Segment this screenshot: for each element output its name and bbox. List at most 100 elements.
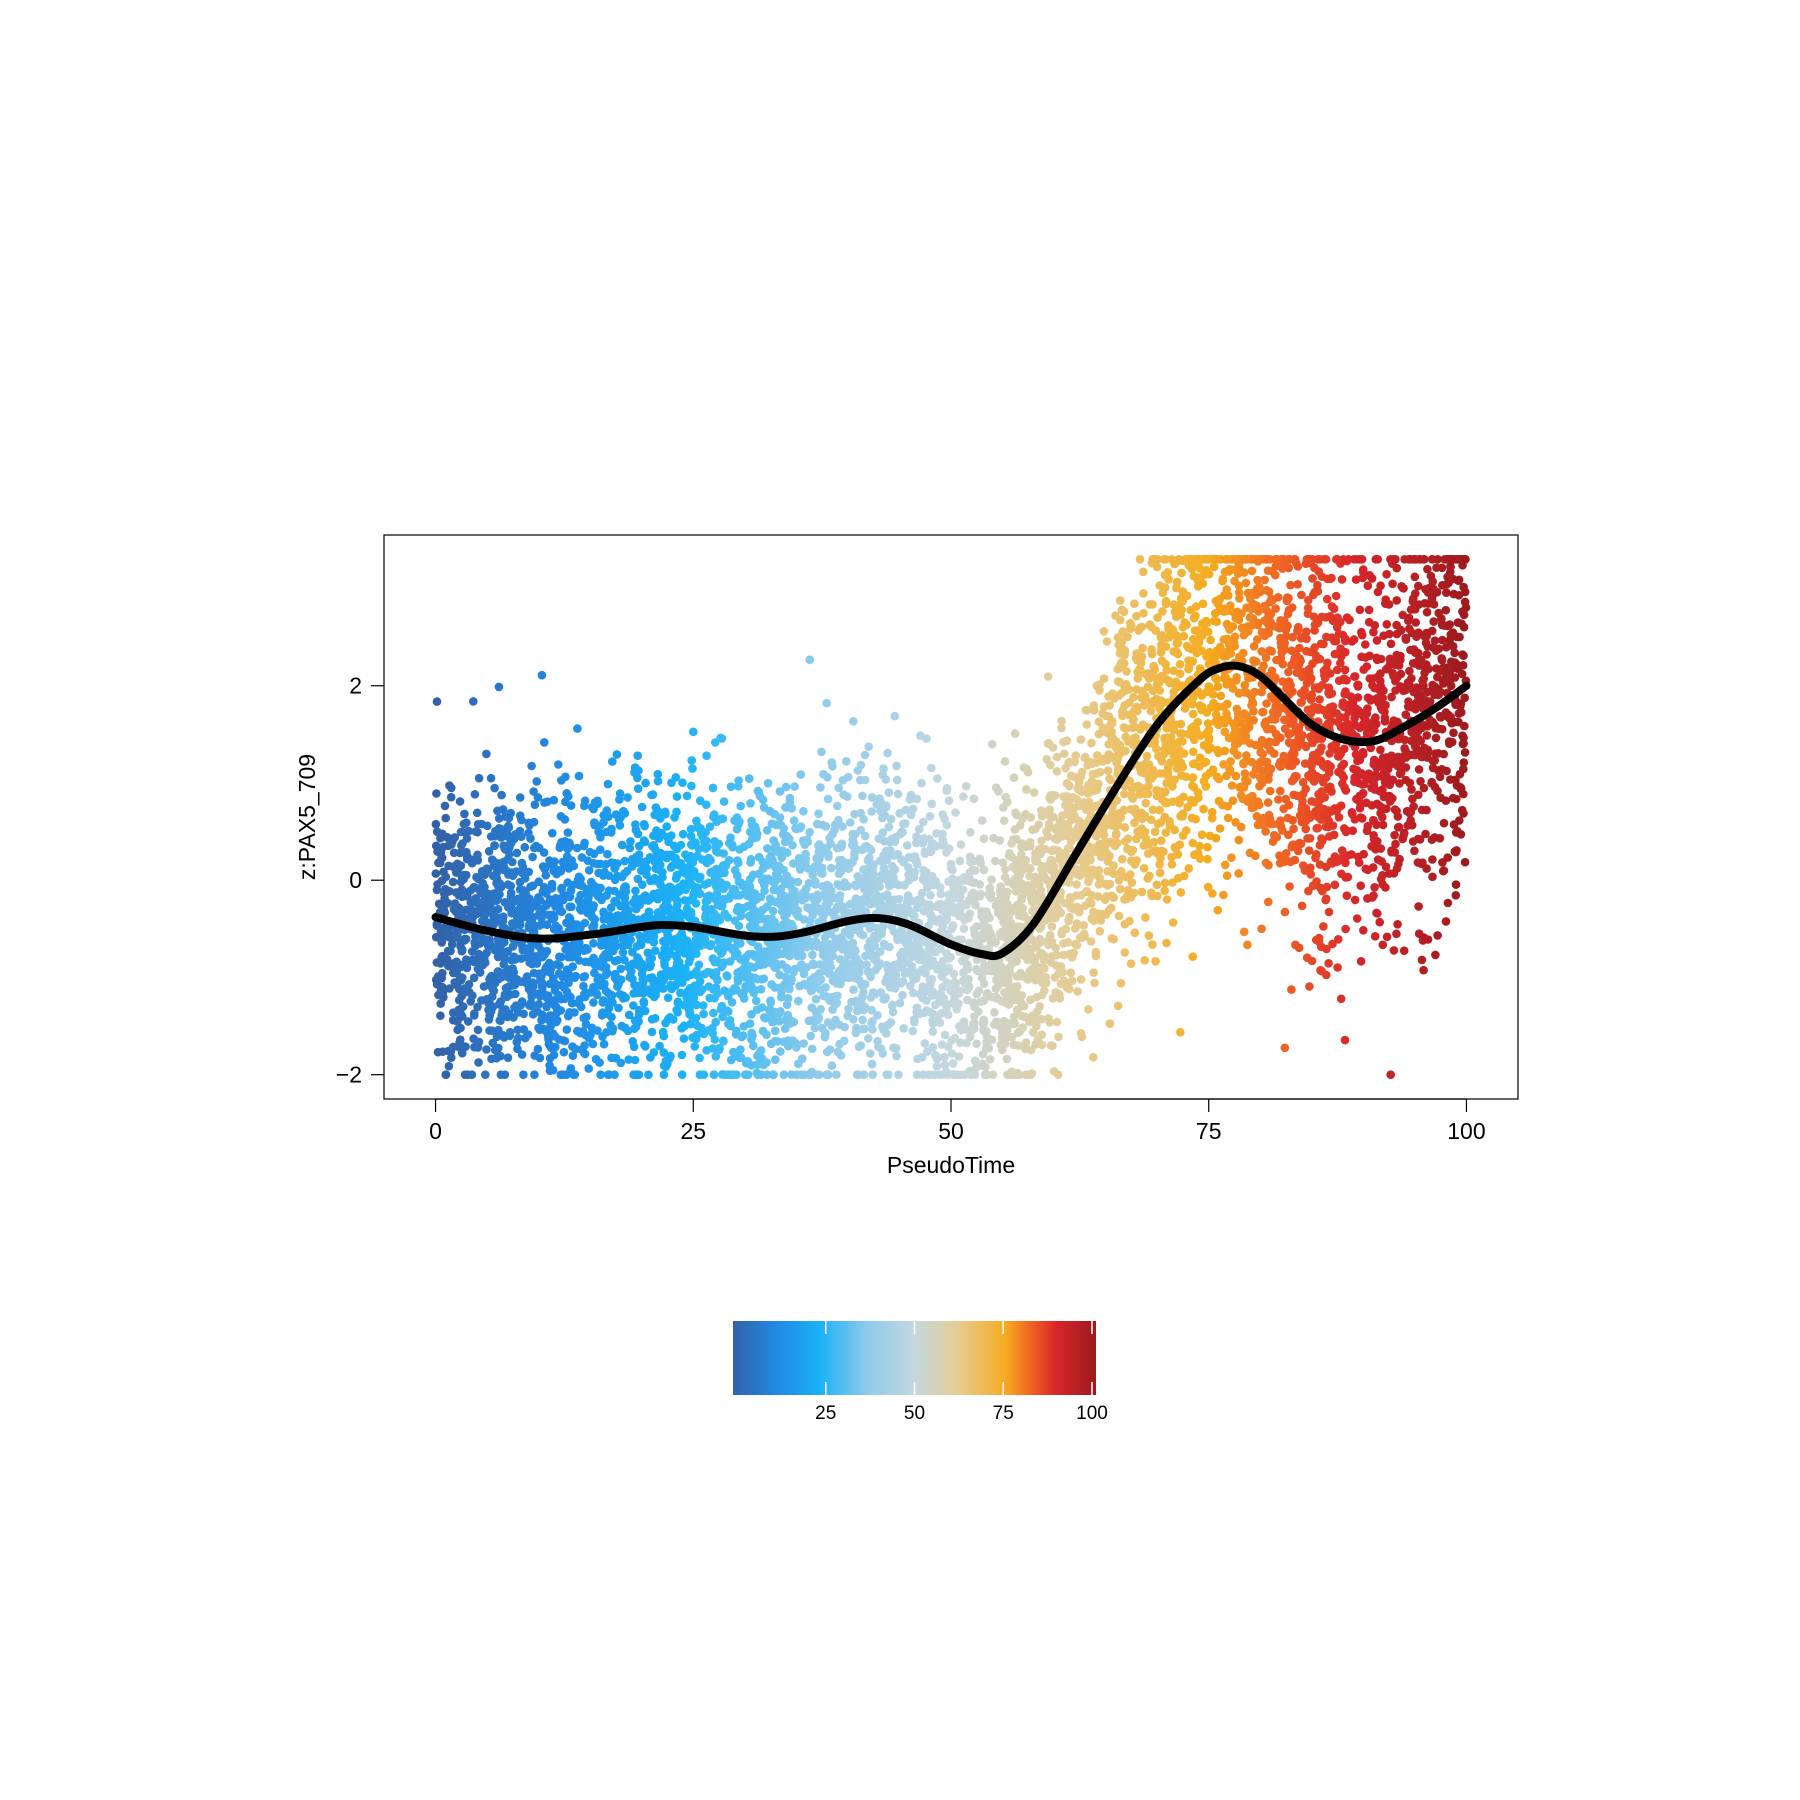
- scatter-point: [497, 790, 506, 800]
- scatter-point: [695, 796, 705, 805]
- scatter-point: [1285, 882, 1294, 891]
- scatter-point: [777, 907, 787, 916]
- scatter-point: [1352, 914, 1362, 923]
- scatter-point: [920, 1039, 930, 1048]
- scatter-point: [998, 858, 1008, 867]
- scatter-point: [971, 900, 980, 910]
- scatter-point: [1378, 813, 1387, 822]
- scatter-point: [1427, 594, 1437, 603]
- scatter-point: [1174, 873, 1183, 883]
- scatter-point: [554, 990, 563, 1000]
- scatter-point: [746, 799, 755, 808]
- scatter-point: [1334, 813, 1344, 822]
- scatter-point: [991, 856, 1000, 866]
- scatter-point: [735, 845, 744, 854]
- scatter-point: [719, 797, 729, 806]
- scatter-point: [902, 841, 912, 850]
- scatter-point: [515, 811, 525, 820]
- scatter-point: [571, 971, 580, 981]
- scatter-point: [1441, 796, 1451, 805]
- scatter-point: [1153, 891, 1162, 901]
- scatter-point: [959, 924, 969, 933]
- scatter-point: [1195, 841, 1204, 851]
- scatter-point: [969, 794, 979, 803]
- scatter-point: [1445, 739, 1454, 748]
- scatter-point: [1076, 975, 1086, 984]
- scatter-point: [1370, 883, 1379, 892]
- scatter-point: [776, 1047, 785, 1056]
- scatter-point: [441, 813, 451, 823]
- scatter-point: [1414, 628, 1423, 637]
- scatter-point: [987, 875, 996, 884]
- scatter-point: [892, 1051, 901, 1061]
- scatter-point: [1327, 787, 1336, 796]
- scatter-point: [1340, 689, 1349, 699]
- scatter-point: [1449, 728, 1458, 738]
- scatter-point: [1220, 746, 1230, 756]
- scatter-point: [827, 1061, 837, 1070]
- scatter-point: [776, 891, 786, 901]
- scatter-point: [1116, 748, 1126, 757]
- scatter-point: [1162, 666, 1171, 675]
- scatter-point: [1105, 1019, 1115, 1028]
- scatter-point: [1225, 767, 1235, 776]
- scatter-point: [1386, 1070, 1395, 1079]
- scatter-point: [633, 784, 643, 793]
- scatter-point: [486, 773, 496, 783]
- scatter-point: [878, 892, 888, 901]
- scatter-point: [633, 751, 642, 760]
- scatter-point: [1371, 770, 1380, 779]
- scatter-point: [1203, 882, 1213, 892]
- scatter-point: [912, 832, 921, 841]
- scatter-point: [589, 939, 598, 948]
- scatter-point: [1438, 858, 1447, 867]
- scatter-point: [687, 781, 696, 791]
- scatter-point: [623, 907, 633, 917]
- scatter-point: [633, 773, 642, 783]
- scatter-point: [561, 797, 570, 807]
- scatter-point: [1178, 622, 1188, 632]
- scatter-point: [1216, 691, 1225, 701]
- scatter-point: [672, 1005, 681, 1015]
- scatter-point: [658, 1027, 668, 1037]
- scatter-point: [431, 819, 441, 829]
- scatter-point: [1073, 987, 1082, 996]
- scatter-point: [1046, 1041, 1056, 1050]
- scatter-point: [603, 779, 613, 789]
- scatter-point: [508, 857, 517, 867]
- scatter-point: [1439, 866, 1449, 875]
- scatter-point: [1439, 749, 1448, 759]
- scatter-point: [596, 1070, 605, 1079]
- scatter-point: [1082, 720, 1091, 729]
- scatter-point: [687, 756, 696, 765]
- scatter-point: [868, 1070, 877, 1079]
- scatter-point: [1176, 1028, 1185, 1037]
- scatter-point: [861, 880, 870, 890]
- scatter-point: [559, 1047, 569, 1057]
- scatter-point: [912, 903, 922, 913]
- scatter-point: [699, 1070, 709, 1079]
- scatter-point: [763, 844, 772, 853]
- scatter-point: [1451, 891, 1461, 900]
- scatter-point: [1338, 701, 1347, 710]
- scatter-point: [1172, 647, 1181, 656]
- scatter-point: [966, 828, 975, 837]
- scatter-point: [1054, 969, 1064, 978]
- scatter-point: [1389, 946, 1399, 955]
- scatter-point: [647, 790, 656, 800]
- scatter-point: [494, 814, 504, 823]
- scatter-point: [486, 832, 496, 841]
- scatter-point: [554, 760, 563, 769]
- scatter-point: [1160, 878, 1170, 888]
- scatter-point: [1336, 994, 1346, 1004]
- scatter-point: [1117, 605, 1127, 615]
- scatter-point: [714, 839, 724, 849]
- scatter-point: [1218, 800, 1227, 810]
- scatter-point: [1369, 891, 1378, 900]
- scatter-point: [864, 742, 873, 751]
- scatter-point: [854, 1042, 864, 1052]
- scatter-point: [562, 789, 571, 798]
- scatter-point: [813, 890, 822, 899]
- scatter-point: [917, 888, 927, 898]
- scatter-point: [860, 1002, 870, 1012]
